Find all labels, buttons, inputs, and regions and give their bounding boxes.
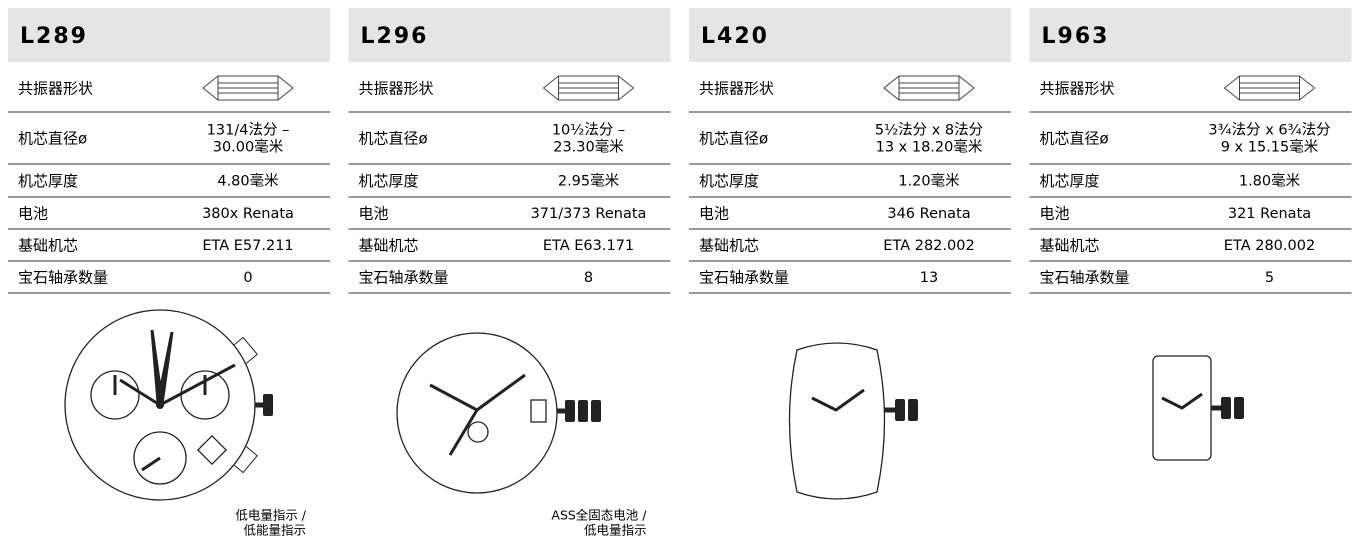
row-value: 30.00毫米 [213,138,284,156]
date-window [196,434,228,466]
feature-note: 低电量指示 [584,523,647,538]
row-value: 1.20毫米 [898,172,960,190]
row-value: 13 [920,270,938,286]
row-label: 宝石轴承数量 [699,269,789,287]
header-band [348,8,671,62]
row-value: 2.95毫米 [558,172,620,190]
row-value: 8 [584,270,593,286]
row-label: 机芯直径ø [359,130,428,148]
feature-note: ASS全固态电池 / [551,508,647,523]
row-value: 13 x 18.20毫米 [876,138,983,156]
row-value: ETA 280.002 [1224,238,1315,254]
row-label: 机芯直径ø [699,130,768,148]
crown [565,400,575,422]
row-value: 5 [1265,270,1274,286]
resonator-icon [883,75,975,101]
crown [578,400,588,422]
model-title: L963 [1042,24,1110,49]
row-value: 346 Renata [887,206,970,222]
row-label: 共振器形状 [18,80,93,98]
row-label: 机芯直径ø [18,130,87,148]
resonator-icon [202,75,294,101]
date-window [530,399,547,423]
resonator-icon [542,75,635,101]
row-value: 0 [243,270,252,286]
row-label: 共振器形状 [1040,80,1115,98]
header-band [8,8,330,62]
model-title: L289 [20,24,88,49]
row-value: 1.80毫米 [1239,172,1301,190]
row-label: 宝石轴承数量 [359,269,449,287]
row-value: 371/373 Renata [531,206,647,222]
moon [467,421,489,443]
row-value: 10½法分 – [552,122,625,139]
hands [429,373,526,456]
row-label: 宝石轴承数量 [18,269,108,287]
row-label: 电池 [359,205,389,223]
model-title: L420 [701,24,769,49]
row-value: ETA E57.211 [202,238,293,254]
row-label: 基础机芯 [1040,237,1100,255]
row-label: 电池 [699,205,729,223]
movement [396,332,558,494]
row-label: 基础机芯 [359,237,419,255]
row-label: 机芯厚度 [699,172,759,190]
row-value: 380x Renata [202,206,294,222]
row-label: 机芯厚度 [18,172,78,190]
row-value: ETA 282.002 [883,238,974,254]
row-label: 电池 [18,205,48,223]
movement-drawings [64,309,1244,501]
feature-note: 低电量指示 / [235,508,306,523]
crown [591,400,601,422]
resonator-icon [1223,75,1316,101]
header-band [1029,8,1352,62]
hub [156,401,164,409]
feature-note: 低能量指示 [243,523,306,538]
row-label: 共振器形状 [699,80,774,98]
row-label: 机芯厚度 [1040,172,1100,190]
row-label: 机芯直径ø [1040,130,1109,148]
header-band [689,8,1011,62]
crown [895,399,905,421]
crown [263,394,273,416]
row-value: 4.80毫米 [217,172,279,190]
crown [908,399,918,421]
row-label: 基础机芯 [18,237,78,255]
row-value: 131/4法分 – [207,122,290,139]
row-label: 宝石轴承数量 [1040,269,1130,287]
row-label: 基础机芯 [699,237,759,255]
row-label: 机芯厚度 [359,172,419,190]
row-value: 23.30毫米 [553,138,624,156]
row-value: ETA E63.171 [543,238,634,254]
crown [1234,397,1244,419]
model-title: L296 [361,24,429,49]
row-value: 3¾法分 x 6¾法分 [1208,122,1330,139]
row-value: 9 x 15.15毫米 [1221,138,1319,156]
row-value: 321 Renata [1228,206,1311,222]
movement [788,342,886,500]
hands [1161,392,1203,410]
row-value: 5½法分 x 8法分 [875,122,983,139]
crown [1221,397,1231,419]
row-label: 电池 [1040,205,1070,223]
row-label: 共振器形状 [359,80,434,98]
hands [811,388,865,412]
